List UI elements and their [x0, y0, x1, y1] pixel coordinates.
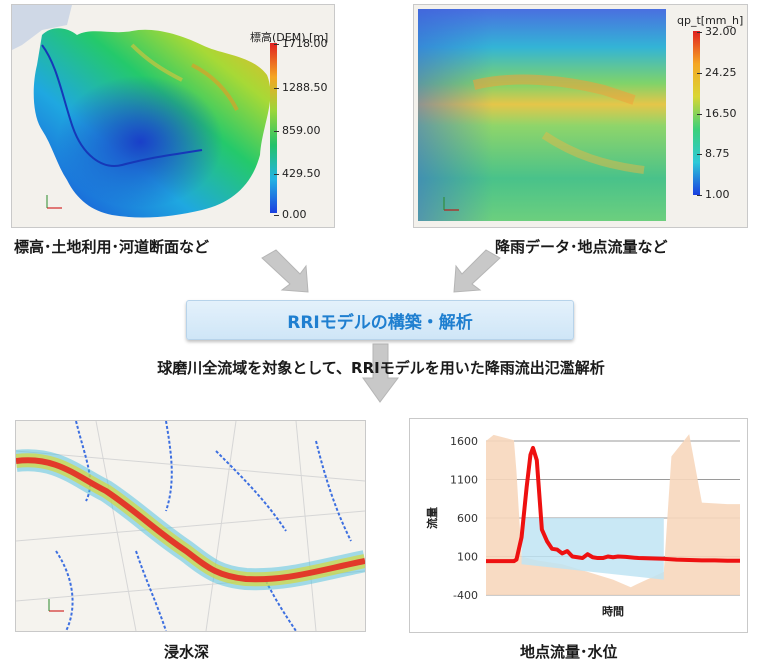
- discharge-chart-panel: 1600 1100 600 100 -400 流量 時間: [409, 418, 748, 633]
- elevation-tick: 0.00: [274, 208, 307, 221]
- rainfall-tick: 24.25: [697, 66, 737, 79]
- water-level-band: [486, 434, 740, 595]
- elevation-map: [12, 5, 334, 227]
- elevation-tick: 859.00: [274, 124, 321, 137]
- y-tick-label: -400: [453, 589, 478, 602]
- analysis-subtitle: 球磨川全流域を対象として、RRIモデルを用いた降雨流出氾濫解析: [157, 359, 605, 377]
- discharge-series-line: [486, 445, 740, 564]
- discharge-caption: 地点流量･水位: [520, 643, 618, 661]
- elevation-tick: 429.50: [274, 167, 321, 180]
- arrow-down-left-icon: [453, 249, 501, 293]
- y-tick-label: 1100: [450, 474, 478, 487]
- rainfall-map: [418, 9, 666, 221]
- elevation-color-bar: [270, 43, 277, 213]
- elevation-tick: 1288.50: [274, 81, 328, 94]
- scale-arrow-icon: [46, 195, 62, 209]
- rri-model-banner: RRIモデルの構築・解析: [186, 300, 574, 340]
- inundation-map: [16, 421, 365, 631]
- rainfall-map-panel: qp_t[mm_h] 32.00 24.25 16.50 8.75 1.00: [413, 4, 748, 228]
- elevation-map-panel: 標高(DEM) [m] 1718.00 1288.50 859.00 429.5…: [11, 4, 335, 228]
- rainfall-legend-title: qp_t[mm_h]: [677, 14, 744, 27]
- rainfall-color-bar: [693, 31, 700, 195]
- scale-arrow-icon: [443, 197, 459, 211]
- y-tick-label: 100: [457, 551, 478, 564]
- inundation-map-panel: [15, 420, 366, 632]
- rainfall-tick: 32.00: [697, 25, 737, 38]
- elevation-caption: 標高･土地利用･河道断面など: [14, 238, 210, 256]
- inundation-caption: 浸水深: [164, 643, 210, 661]
- rainfall-caption: 降雨データ･地点流量など: [495, 238, 668, 256]
- arrow-down-right-icon: [261, 249, 309, 293]
- y-tick-label: 600: [457, 512, 478, 525]
- elevation-tick: 1718.00: [274, 37, 328, 50]
- rainfall-tick: 16.50: [697, 107, 737, 120]
- reference-range-band: [521, 518, 664, 580]
- rainfall-tick: 1.00: [697, 188, 730, 201]
- chart-y-label: 流量: [425, 507, 439, 529]
- scale-arrow-icon: [48, 599, 64, 612]
- y-tick-label: 1600: [450, 435, 478, 448]
- chart-x-label: 時間: [602, 604, 624, 618]
- elevation-legend-title: 標高(DEM) [m]: [250, 31, 329, 44]
- discharge-chart: 1600 1100 600 100 -400 流量 時間: [425, 434, 740, 618]
- rainfall-tick: 8.75: [697, 147, 730, 160]
